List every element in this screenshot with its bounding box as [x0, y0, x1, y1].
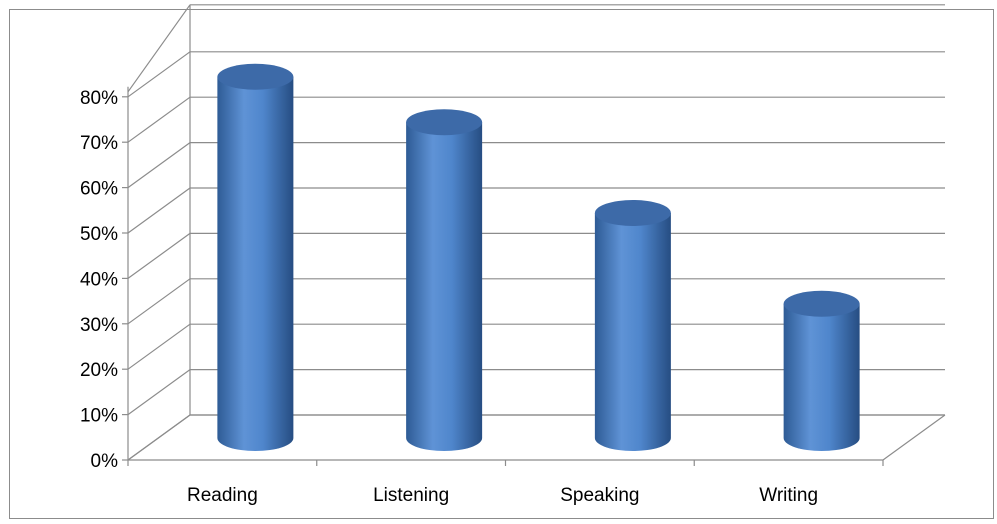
x-category-label: Writing: [759, 485, 818, 506]
y-tick-label: 50%: [80, 224, 118, 245]
x-axis-category-labels: Reading Listening Speaking Writing: [187, 485, 818, 506]
y-tick-label: 60%: [80, 179, 118, 200]
gridline-top-side: [127, 4, 191, 93]
bar-top: [217, 63, 294, 90]
axes: [122, 4, 884, 466]
bar-body: [783, 303, 860, 452]
y-tick-label: 20%: [80, 360, 118, 381]
bar-top: [783, 290, 860, 317]
bar: [217, 63, 294, 452]
y-tick-label: 30%: [80, 315, 118, 336]
y-tick-label: 80%: [80, 88, 118, 109]
x-category-label: Speaking: [560, 485, 639, 506]
bar: [783, 290, 860, 452]
bar-top: [406, 109, 483, 136]
y-tick-label: 70%: [80, 133, 118, 154]
bar-body: [406, 122, 483, 452]
bar-top: [594, 200, 671, 226]
y-tick-label: 0%: [91, 451, 119, 472]
bars: [217, 63, 860, 452]
y-tick-label: 40%: [80, 269, 118, 290]
bar-body: [594, 213, 671, 452]
x-category-label: Reading: [187, 485, 258, 506]
y-tick-label: 10%: [80, 406, 118, 427]
bar-body: [217, 76, 294, 452]
bar: [406, 109, 483, 452]
bar: [594, 200, 671, 452]
y-axis-tick-labels: 0% 10% 20% 30% 40% 50% 60% 70% 80%: [80, 88, 118, 472]
x-category-label: Listening: [373, 485, 449, 506]
